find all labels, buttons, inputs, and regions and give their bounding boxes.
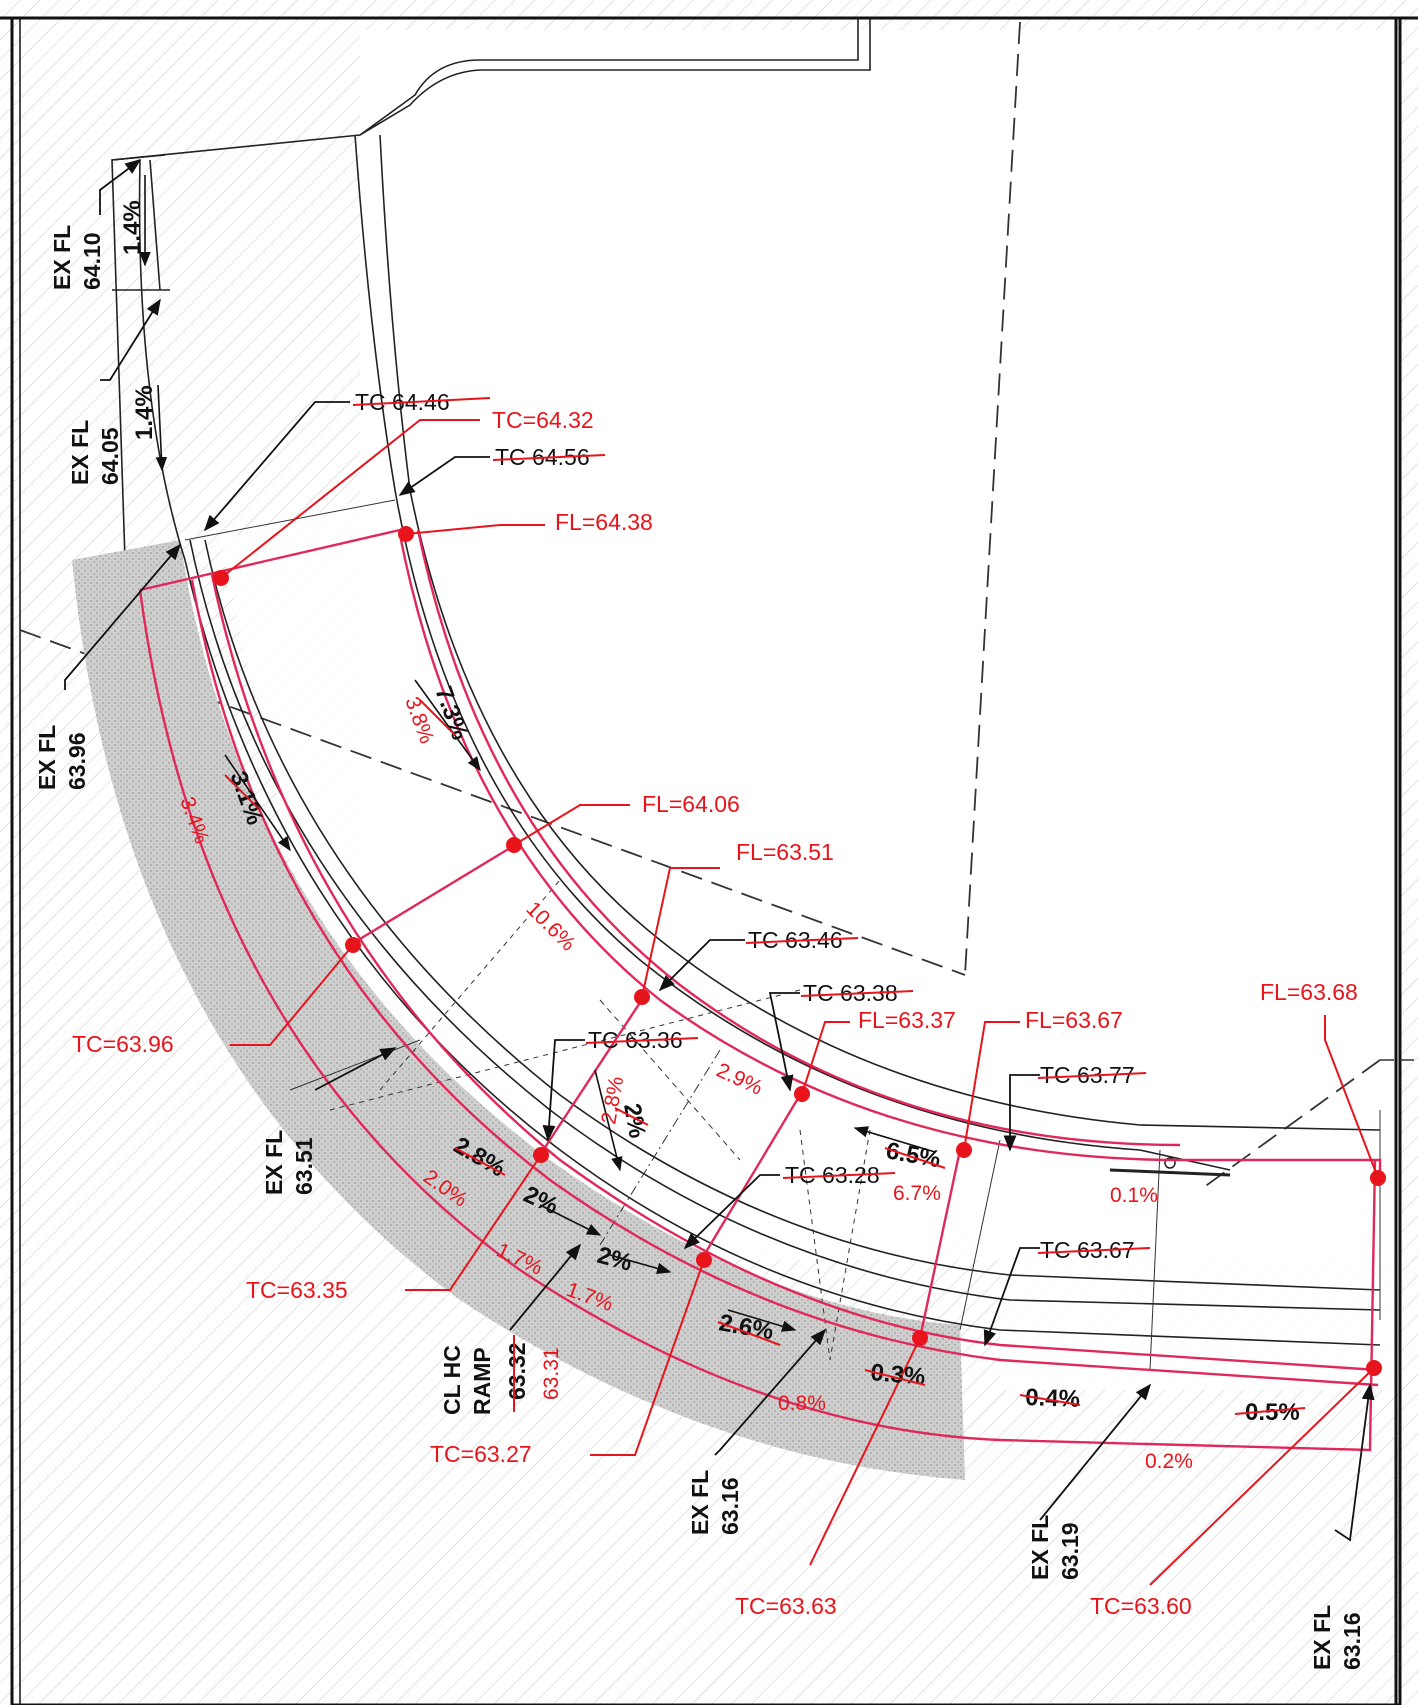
slope-label: 1.4%: [119, 200, 146, 255]
slope-label-red: 0.1%: [1110, 1184, 1158, 1207]
slope-label-red: 0.2%: [1145, 1450, 1193, 1473]
slope-label-red: 6.7%: [893, 1182, 941, 1205]
ex-fl-label: EX FL 63.16: [687, 1470, 743, 1535]
cl-ramp-new-elev: 63.31: [540, 1347, 563, 1400]
ex-fl-label: EX FL 64.10: [49, 225, 105, 290]
fl-elev-label: FL=63.68: [1260, 979, 1358, 1005]
building-outline: [111, 18, 871, 561]
fl-elev-label: FL=64.06: [642, 791, 740, 817]
sidewalk-stipple: [72, 540, 965, 1480]
tc-elev-label: TC=64.32: [492, 407, 594, 433]
slope-label: 2%: [618, 1101, 651, 1140]
slope-label: 0.3%: [869, 1359, 926, 1391]
cl-ramp-old-elev: 63.32: [504, 1342, 530, 1400]
tc-elev-label: TC=63.60: [1090, 1593, 1192, 1619]
fl-elev-label: FL=64.38: [555, 509, 653, 535]
slope-label: 1.4%: [131, 385, 158, 440]
fl-elev-label: FL=63.51: [736, 839, 834, 865]
tc-elev-label: TC=63.35: [246, 1277, 348, 1303]
proposed-curb-outer: [138, 589, 1377, 1452]
fl-elev-label: FL=63.67: [1025, 1007, 1123, 1033]
tc-elev-label: TC=63.27: [430, 1441, 532, 1467]
fl-elev-label: FL=63.37: [858, 1007, 956, 1033]
tc-elev-label: TC=63.63: [735, 1593, 837, 1619]
slope-label: 0.4%: [1025, 1384, 1081, 1413]
ex-fl-label: EX FL 64.05: [67, 420, 123, 485]
cl-hc-ramp-label: CL HC RAMP: [439, 1345, 495, 1415]
ex-fl-label: EX FL 63.16: [1309, 1605, 1365, 1670]
slope-label-red: 0.8%: [778, 1392, 826, 1415]
tc-elev-label: TC=63.96: [72, 1031, 174, 1057]
ex-fl-label: EX FL 63.51: [261, 1130, 317, 1195]
ex-fl-label: EX FL 63.19: [1027, 1515, 1083, 1580]
ex-fl-label: EX FL 63.96: [34, 725, 90, 790]
